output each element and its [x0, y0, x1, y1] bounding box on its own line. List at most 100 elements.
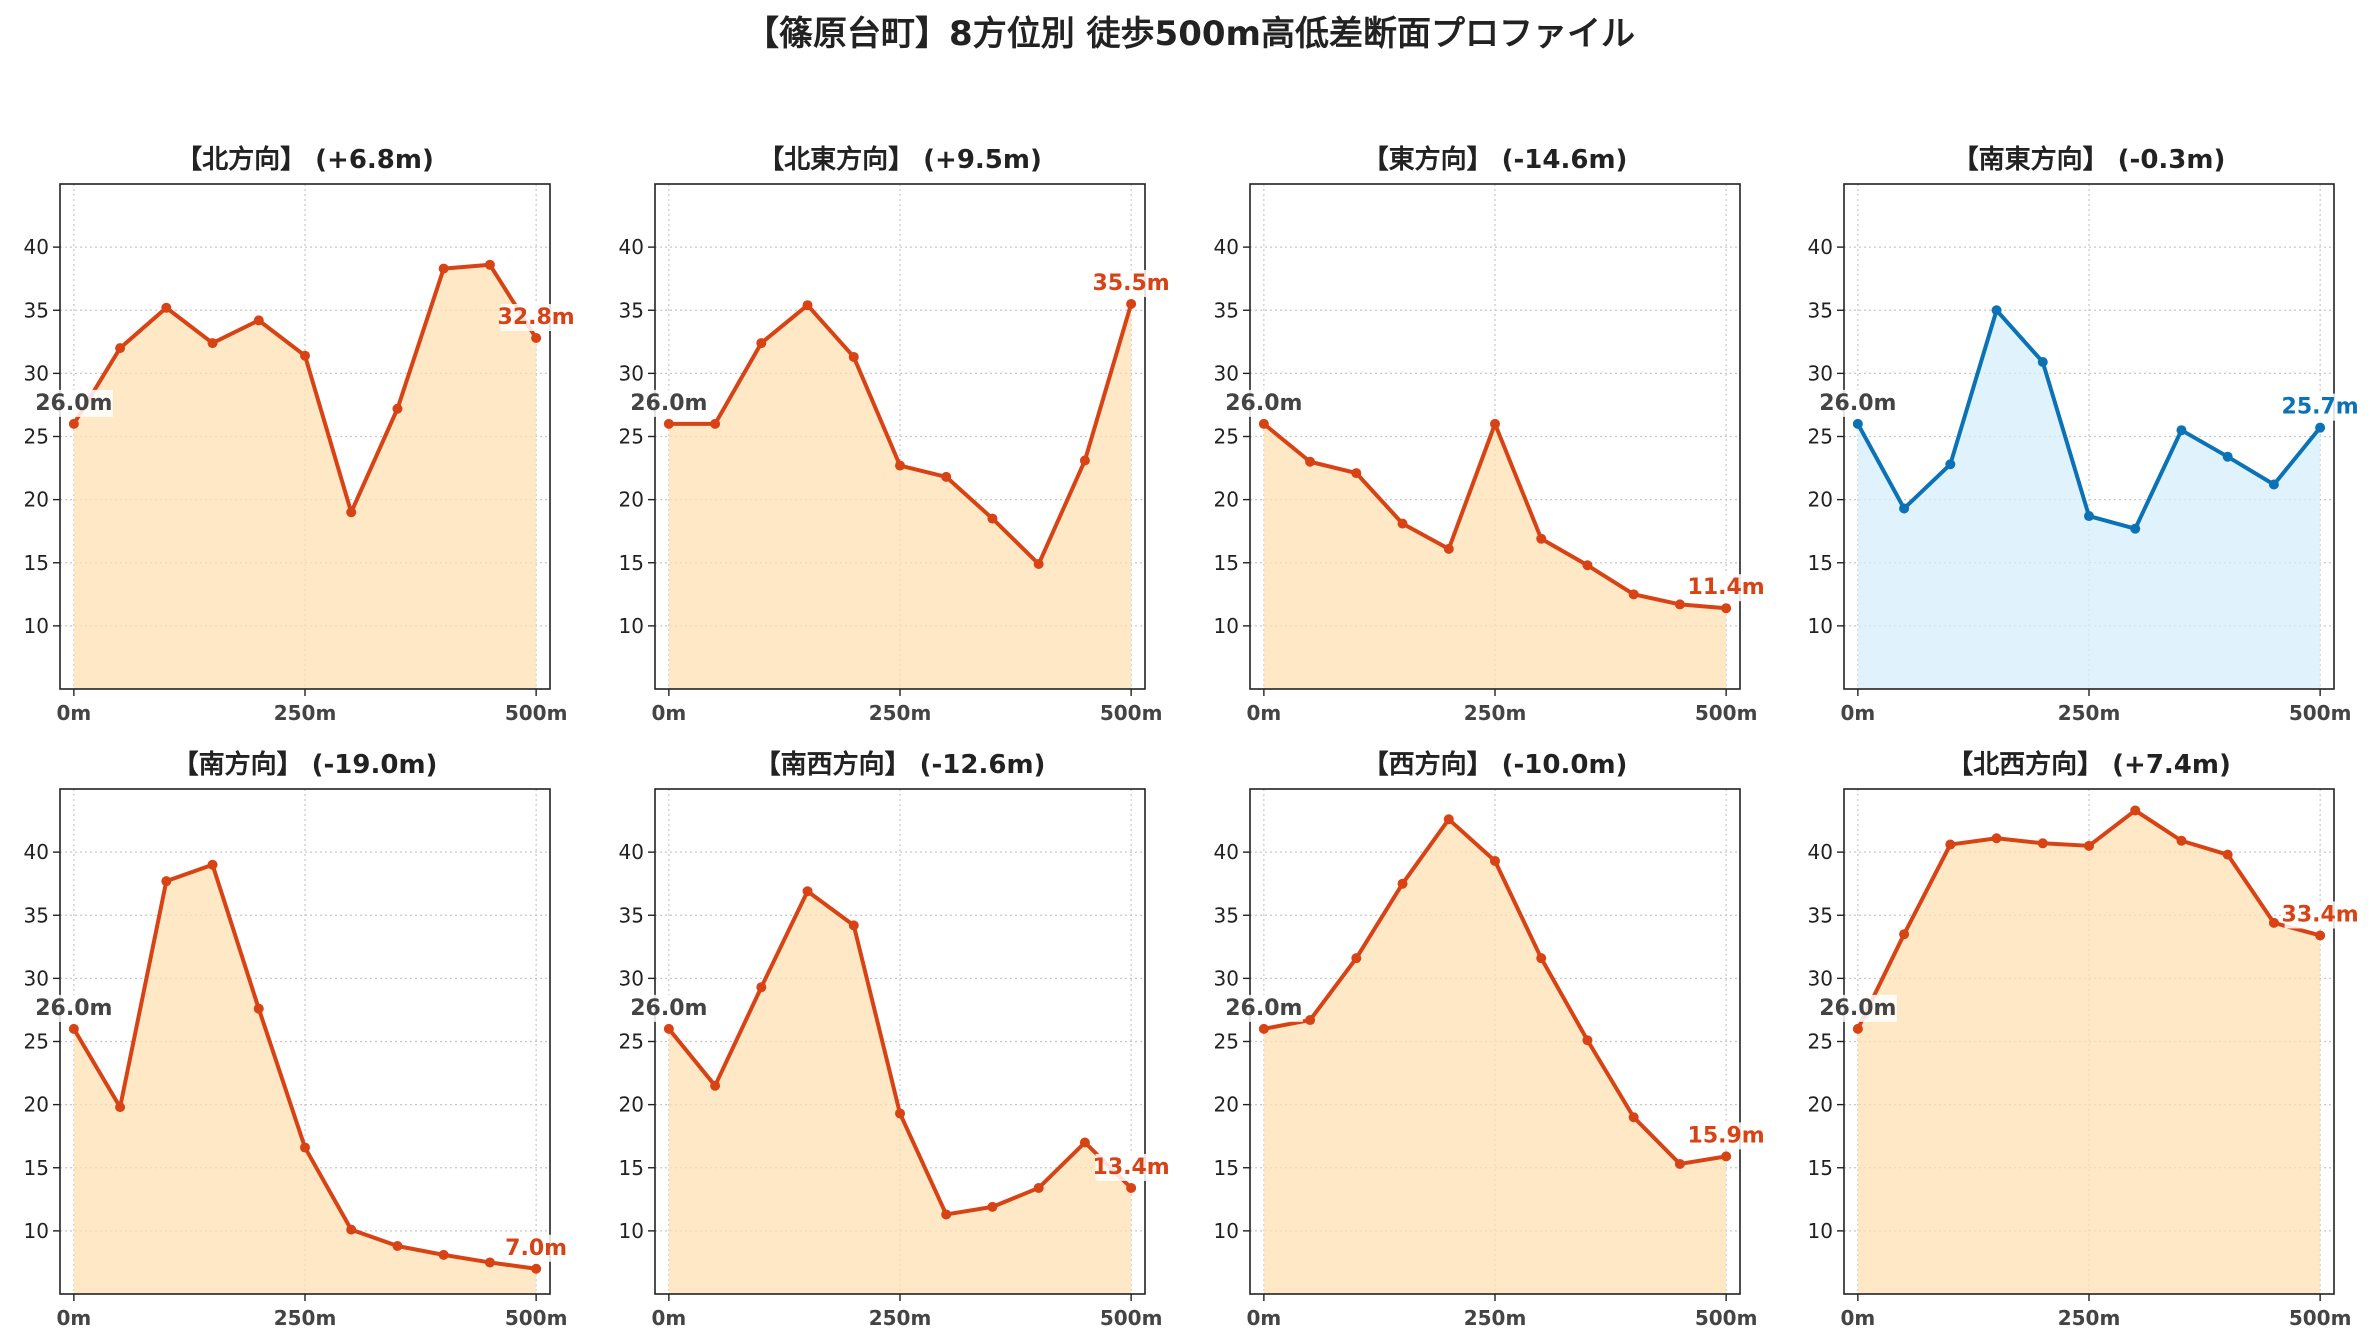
data-point [1443, 543, 1454, 554]
area-fill [1857, 810, 2321, 1294]
data-point [756, 338, 767, 349]
y-tick-label: 40 [1808, 840, 1833, 864]
x-tick-label: 500m [1100, 1306, 1163, 1330]
data-point [2315, 422, 2326, 433]
data-point [531, 1263, 542, 1274]
x-tick-label: 250m [869, 1306, 932, 1330]
y-tick-label: 15 [24, 1156, 49, 1180]
end-label: 15.9m [1688, 1123, 1765, 1148]
y-tick-label: 15 [619, 1156, 644, 1180]
x-tick-label: 250m [274, 701, 337, 725]
y-tick-label: 25 [24, 425, 49, 449]
x-tick-label: 500m [505, 701, 568, 725]
data-point [68, 1023, 79, 1034]
y-tick-label: 40 [24, 840, 49, 864]
y-tick-label: 40 [1214, 235, 1239, 259]
end-label-box [2284, 901, 2356, 929]
data-point [346, 1224, 357, 1235]
x-tick-label: 250m [2058, 1306, 2121, 1330]
data-point [2222, 849, 2233, 860]
y-tick-label: 40 [24, 235, 49, 259]
data-point [346, 507, 357, 518]
x-tick-label: 0m [56, 701, 91, 725]
end-label-box [507, 1234, 566, 1262]
data-point [1628, 1112, 1639, 1123]
y-tick-label: 40 [619, 235, 644, 259]
x-tick-label: 0m [1840, 701, 1875, 725]
data-point [848, 920, 859, 931]
start-label-box [629, 389, 708, 417]
start-label: 26.0m [1225, 996, 1302, 1021]
data-point [1258, 1023, 1269, 1034]
data-point [756, 982, 767, 993]
data-point [2268, 917, 2279, 928]
data-point [1899, 503, 1910, 514]
data-point [1852, 1023, 1863, 1034]
y-tick-label: 10 [24, 614, 49, 638]
profile-chart-6: 【南西方向】 (-12.6m) 10 15 20 25 30 35 40 0m 250m 500m 2… [619, 749, 1170, 1330]
profile-chart-5: 【南方向】 (-19.0m) 10 15 20 25 30 35 40 0m 250m 500m 26… [24, 749, 568, 1330]
x-tick-label: 250m [1464, 1306, 1527, 1330]
data-point [207, 859, 218, 870]
end-label: 35.5m [1093, 271, 1170, 296]
data-point [300, 350, 310, 361]
y-tick-label: 25 [1214, 425, 1239, 449]
data-point [300, 1142, 310, 1153]
data-point [1305, 456, 1316, 467]
data-point [710, 418, 721, 429]
data-point [1351, 953, 1362, 964]
end-label: 33.4m [2282, 902, 2359, 927]
data-point [663, 418, 674, 429]
y-tick-label: 15 [24, 551, 49, 575]
data-point [1079, 1137, 1090, 1148]
x-tick-label: 0m [651, 701, 686, 725]
data-point [2037, 838, 2048, 849]
data-point [663, 1023, 674, 1034]
data-point [941, 1209, 952, 1220]
data-point [1628, 589, 1639, 600]
data-point [710, 1080, 721, 1091]
data-point [1033, 1182, 1044, 1193]
start-label-box [34, 994, 113, 1022]
start-label-box [629, 994, 708, 1022]
data-point [941, 471, 952, 482]
profile-chart-1: 【北方向】 (+6.8m) 10 15 20 25 30 35 40 0m 250m 500m 26.… [24, 144, 575, 725]
y-tick-label: 35 [24, 298, 49, 322]
data-point [2315, 930, 2326, 941]
y-tick-label: 10 [1808, 614, 1833, 638]
y-tick-label: 30 [24, 966, 49, 990]
end-label: 32.8m [498, 305, 575, 330]
data-point [253, 315, 264, 326]
end-label-box [1690, 1122, 1762, 1150]
data-point [1536, 533, 1547, 544]
start-label: 26.0m [630, 996, 707, 1021]
y-tick-label: 40 [619, 840, 644, 864]
y-tick-label: 25 [619, 1030, 644, 1054]
y-tick-label: 10 [1214, 1219, 1239, 1243]
y-tick-label: 15 [1808, 1156, 1833, 1180]
data-point [1490, 418, 1500, 429]
y-tick-label: 25 [1808, 1030, 1833, 1054]
y-tick-label: 20 [1214, 488, 1239, 512]
end-label-box [1095, 1153, 1167, 1181]
y-tick-label: 35 [619, 903, 644, 927]
start-label-box [1818, 389, 1897, 417]
y-tick-label: 10 [1808, 1219, 1833, 1243]
data-point [161, 876, 172, 887]
y-tick-label: 30 [619, 361, 644, 385]
data-point [2222, 451, 2233, 462]
data-point [802, 300, 813, 311]
y-tick-label: 20 [1214, 1093, 1239, 1117]
end-label: 11.4m [1688, 575, 1765, 600]
chart-title: 【北西方向】 (+7.4m) [1947, 749, 2231, 780]
y-tick-label: 35 [1808, 298, 1833, 322]
data-point [392, 1241, 403, 1252]
y-tick-label: 10 [1214, 614, 1239, 638]
data-point [438, 1249, 449, 1260]
start-label-box [1224, 389, 1303, 417]
end-label: 7.0m [505, 1236, 567, 1261]
data-point [802, 886, 813, 897]
data-point [1397, 518, 1408, 529]
area-fill [1263, 819, 1727, 1294]
